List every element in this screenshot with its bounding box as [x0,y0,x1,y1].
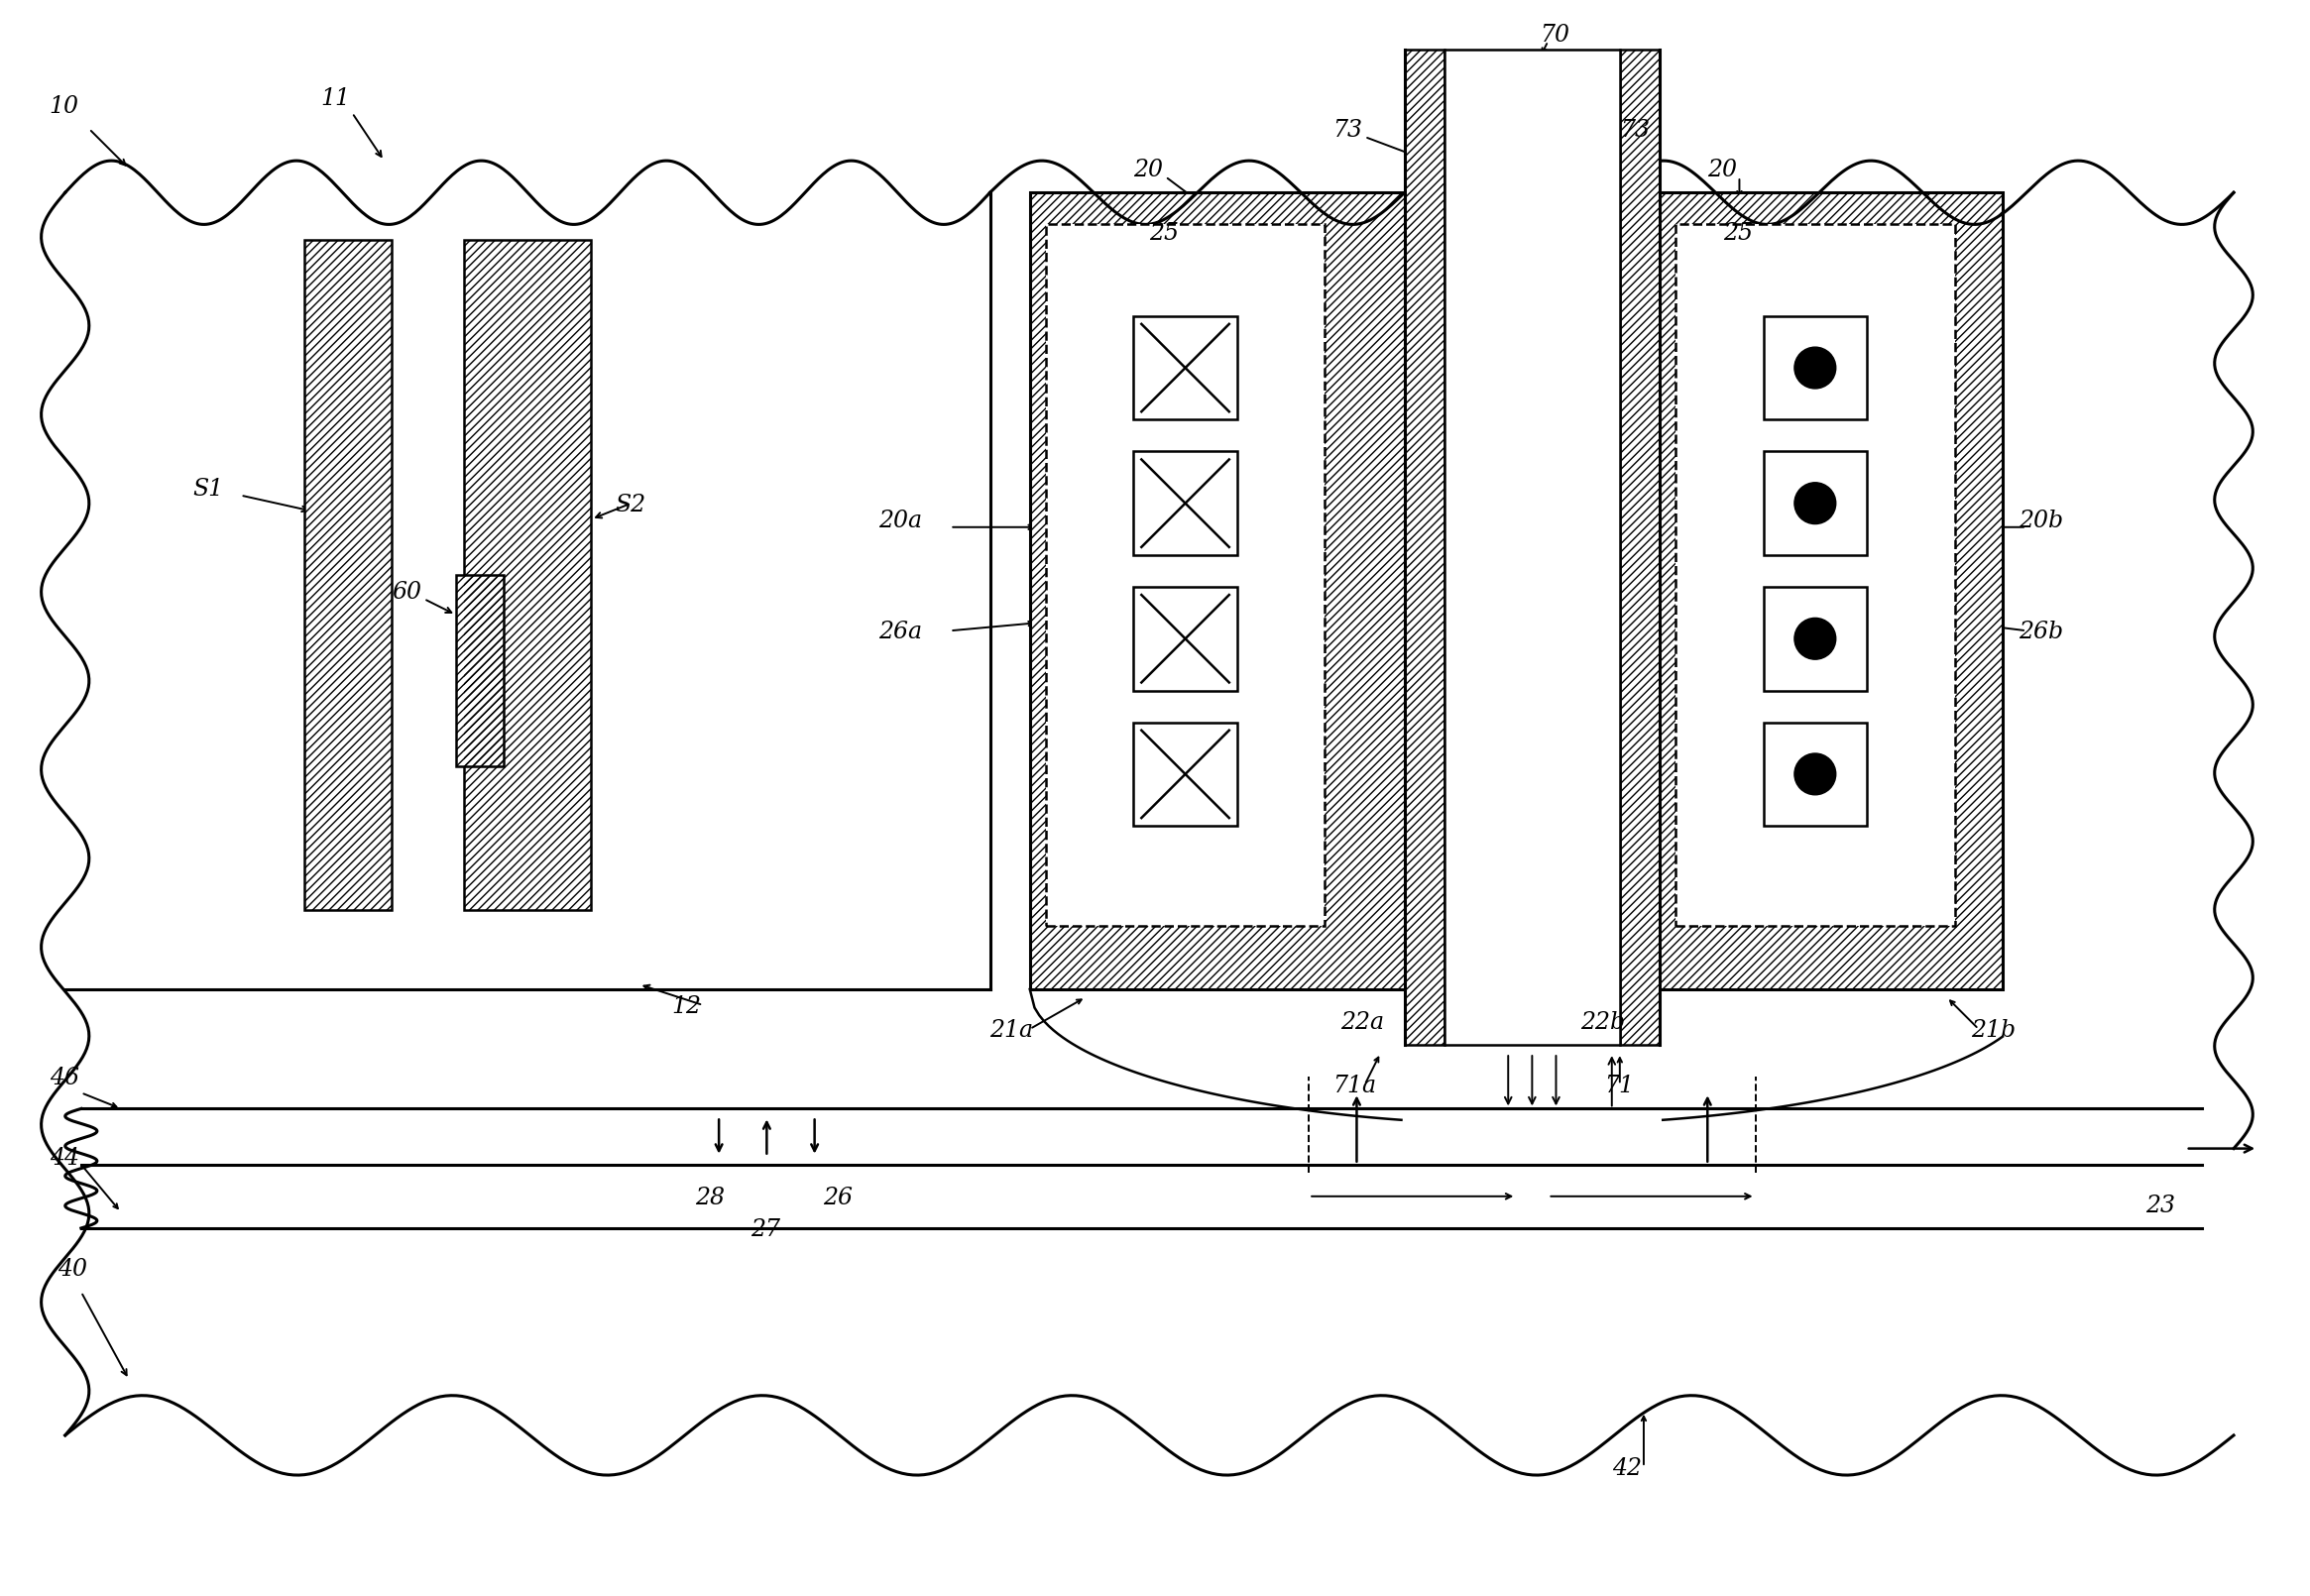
Bar [464,241,591,910]
Text: 42: 42 [1612,1457,1642,1479]
Text: 71a: 71a [1333,1076,1377,1098]
Text: 71: 71 [1603,1076,1633,1098]
Bar [455,575,504,766]
Text: 22b: 22b [1580,1012,1624,1034]
Bar [1030,193,2003,990]
Bar [1763,452,1866,555]
Bar [1444,49,1619,1045]
Bar [305,241,393,910]
Bar [1763,723,1866,825]
Text: 60: 60 [393,581,423,603]
Text: 44: 44 [49,1146,79,1170]
Text: 20b: 20b [2019,509,2063,531]
Bar [1675,225,1954,926]
Text: 21a: 21a [991,1020,1033,1042]
Bar [1134,723,1238,825]
Bar [1675,225,1954,926]
Text: 10: 10 [49,96,79,118]
Bar [1404,49,1444,1045]
Bar [1046,225,1326,926]
Text: 26b: 26b [2019,621,2063,643]
Bar [1404,193,1659,990]
Text: 22a: 22a [1340,1012,1384,1034]
Text: 73: 73 [1619,120,1649,142]
Bar [1134,316,1238,420]
Text: 26a: 26a [878,621,922,643]
Bar [455,575,504,766]
Text: 46: 46 [49,1068,79,1090]
Text: 28: 28 [695,1186,725,1210]
Bar [1030,193,2003,990]
Text: 20a: 20a [878,509,922,531]
Text: 25: 25 [1723,222,1753,246]
Text: 73: 73 [1333,120,1363,142]
Text: 12: 12 [672,996,700,1018]
Bar [1763,587,1866,691]
Bar [1404,49,1444,1045]
Circle shape [1795,482,1836,523]
Circle shape [1795,753,1836,795]
Circle shape [1795,618,1836,659]
Bar [1134,452,1238,555]
Bar [1619,49,1659,1045]
Bar [1134,587,1238,691]
Text: 21b: 21b [1970,1020,2014,1042]
Bar [305,241,393,910]
Circle shape [1795,346,1836,388]
Text: 20: 20 [1707,158,1737,182]
Text: 70: 70 [1541,24,1571,46]
Bar [1046,225,1326,926]
Text: 27: 27 [751,1218,781,1242]
Bar [464,241,591,910]
Text: 26: 26 [822,1186,852,1210]
Text: S1: S1 [192,477,224,500]
Bar [1763,316,1866,420]
Text: S2: S2 [614,493,647,516]
Text: 25: 25 [1150,222,1178,246]
Bar [1619,49,1659,1045]
Text: 23: 23 [2146,1194,2176,1218]
Text: 11: 11 [321,88,351,110]
Text: 20: 20 [1134,158,1164,182]
Text: 40: 40 [58,1258,88,1282]
